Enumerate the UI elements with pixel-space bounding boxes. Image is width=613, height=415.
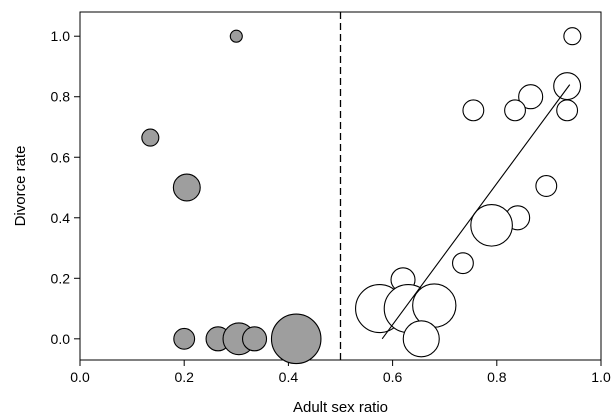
data-point: [518, 84, 544, 110]
y-tick-label: 0.6: [51, 149, 71, 165]
y-tick-label: 0.2: [51, 270, 71, 286]
data-point: [241, 326, 268, 352]
y-tick-label: 1.0: [51, 28, 71, 44]
data-point: [504, 99, 526, 122]
data-point: [451, 252, 474, 275]
x-tick-label: 0.0: [70, 369, 90, 385]
y-axis-ticks: 0.0 0.2 0.4 0.6 0.8 1.0: [51, 28, 80, 347]
x-tick-label: 0.6: [383, 369, 403, 385]
data-point: [553, 72, 582, 101]
x-tick-label: 0.4: [279, 369, 299, 385]
data-point: [470, 204, 513, 247]
data-point: [563, 27, 582, 46]
data-point: [270, 313, 322, 365]
trend-line: [381, 84, 571, 340]
data-point: [402, 320, 440, 358]
y-tick-label: 0.4: [51, 210, 71, 226]
x-tick-label: 0.8: [487, 369, 507, 385]
data-points: [141, 27, 582, 365]
data-point: [172, 173, 201, 202]
y-tick-label: 0.0: [51, 331, 71, 347]
data-point: [556, 99, 579, 122]
x-axis-label: Adult sex ratio: [293, 399, 388, 415]
x-axis-ticks: 0.0 0.2 0.4 0.6 0.8 1.0: [70, 360, 611, 385]
plot-frame: [79, 11, 602, 361]
data-point: [141, 128, 160, 147]
y-axis-label: Divorce rate: [12, 146, 29, 227]
x-tick-label: 1.0: [591, 369, 611, 385]
data-point: [173, 327, 196, 350]
data-point: [229, 29, 243, 43]
x-tick-label: 0.2: [174, 369, 194, 385]
data-point: [535, 175, 558, 197]
y-tick-label: 0.8: [51, 89, 71, 105]
data-point: [462, 99, 485, 122]
